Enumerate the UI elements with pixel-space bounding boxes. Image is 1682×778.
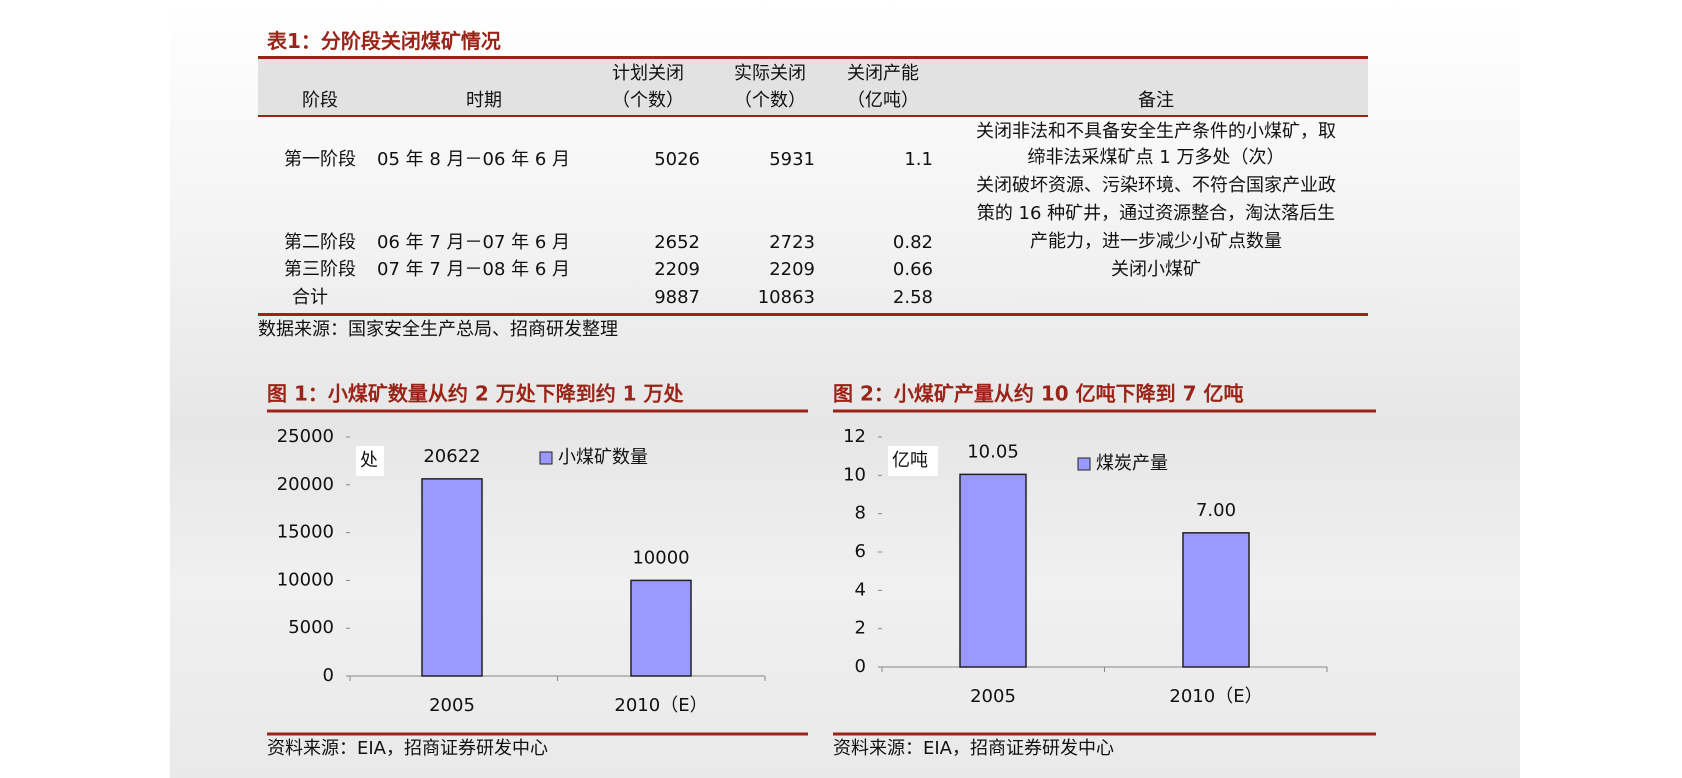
number-cell: 5931	[769, 149, 815, 170]
number-cell: 0.66	[892, 259, 933, 280]
unit-label: 亿吨	[892, 450, 928, 471]
remark-line: 缔非法采煤矿点 1 万多处（次）	[1027, 147, 1285, 168]
header-rule	[258, 115, 1368, 117]
header-cell: 实际关闭	[734, 63, 806, 84]
chart-source: 资料来源：EIA，招商证券研发中心	[267, 738, 548, 759]
table-source: 数据来源：国家安全生产总局、招商研发整理	[258, 319, 618, 340]
remark-line: 产能力，进一步减少小矿点数量	[1030, 231, 1282, 252]
header-cell: （个数）	[734, 90, 806, 111]
y-tick-label: 12	[843, 426, 866, 447]
header-cell: 关闭产能	[847, 63, 919, 84]
bar	[1182, 532, 1250, 668]
number-cell: 2209	[769, 259, 815, 280]
y-tick-label: 20000	[277, 474, 334, 495]
unit-box	[888, 446, 938, 476]
number-cell: 10863	[757, 287, 815, 308]
period-cell: 05 年 8 月－06 年 6 月	[377, 149, 571, 170]
y-tick-label: 10	[843, 464, 866, 485]
y-tick-label: 25000	[277, 426, 334, 447]
y-tick-label: 10000	[277, 569, 334, 590]
y-tick-label: 8	[855, 503, 866, 524]
header-cell: 计划关闭	[612, 63, 684, 84]
stage-cell: 合计	[292, 287, 328, 308]
stage-cell: 第一阶段	[284, 149, 356, 170]
unit-label: 处	[360, 450, 378, 471]
number-cell: 2723	[769, 232, 815, 253]
y-tick-label: 2	[855, 618, 866, 639]
remark-line: 关闭小煤矿	[1111, 259, 1201, 280]
top-rule	[258, 56, 1368, 59]
remark-line: 关闭非法和不具备安全生产条件的小煤矿，取	[976, 121, 1336, 142]
number-cell: 0.82	[892, 232, 933, 253]
number-cell: 9887	[654, 287, 700, 308]
value-label: 7.00	[1196, 500, 1236, 521]
stage-cell: 第二阶段	[284, 232, 356, 253]
number-cell: 2652	[654, 232, 700, 253]
number-cell: 5026	[654, 149, 700, 170]
y-tick-label: 4	[855, 579, 866, 600]
x-tick-label: 2010（E）	[614, 695, 707, 716]
table-title: 表1：分阶段关闭煤矿情况	[267, 29, 501, 53]
number-cell: 1.1	[904, 149, 933, 170]
legend-swatch	[1077, 457, 1091, 471]
header-cell: 时期	[466, 90, 502, 111]
y-tick-label: 5000	[288, 617, 334, 638]
value-label: 20622	[423, 446, 480, 467]
legend-label: 小煤矿数量	[558, 447, 648, 468]
background	[170, 0, 1520, 778]
value-label: 10000	[632, 547, 689, 568]
legend-label: 煤炭产量	[1096, 453, 1168, 474]
y-tick-label: 0	[855, 656, 866, 677]
stage-cell: 第三阶段	[284, 259, 356, 280]
legend-swatch	[539, 451, 553, 465]
bar	[959, 473, 1027, 668]
header-cell: （亿吨）	[847, 90, 919, 111]
number-cell: 2209	[654, 259, 700, 280]
header-cell: 备注	[1138, 90, 1174, 111]
bottom-rule	[258, 313, 1368, 316]
y-tick-label: 6	[855, 541, 866, 562]
chart-source: 资料来源：EIA，招商证券研发中心	[833, 738, 1114, 759]
x-tick-label: 2010（E）	[1169, 686, 1262, 707]
number-cell: 2.58	[892, 287, 933, 308]
value-label: 10.05	[967, 441, 1019, 462]
chart-title: 图 2：小煤矿产量从约 10 亿吨下降到 7 亿吨	[833, 382, 1243, 406]
y-tick-label: 15000	[277, 522, 334, 543]
x-tick-label: 2005	[970, 686, 1016, 707]
bar	[630, 579, 692, 677]
y-tick-label: 0	[323, 665, 334, 686]
header-cell: 阶段	[302, 90, 338, 111]
x-tick-label: 2005	[429, 695, 475, 716]
period-cell: 06 年 7 月－07 年 6 月	[377, 232, 571, 253]
bar	[421, 478, 483, 677]
period-cell: 07 年 7 月－08 年 6 月	[377, 259, 571, 280]
unit-box	[356, 446, 384, 476]
remark-line: 策的 16 种矿井，通过资源整合，淘汰落后生	[976, 203, 1336, 224]
remark-line: 关闭破坏资源、污染环境、不符合国家产业政	[976, 175, 1336, 196]
header-cell: （个数）	[612, 90, 684, 111]
chart-title: 图 1：小煤矿数量从约 2 万处下降到约 1 万处	[267, 382, 685, 406]
header-band	[258, 57, 1368, 116]
